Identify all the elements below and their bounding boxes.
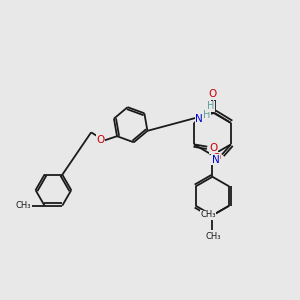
Text: CH₃: CH₃	[205, 232, 221, 241]
Text: O: O	[208, 89, 217, 99]
Text: N: N	[212, 154, 219, 164]
Text: O: O	[209, 143, 217, 153]
Text: CH₃: CH₃	[16, 201, 32, 210]
Text: H: H	[203, 110, 210, 120]
Text: N: N	[195, 114, 203, 124]
Text: O: O	[212, 153, 221, 163]
Text: H: H	[207, 101, 214, 111]
Text: CH₃: CH₃	[200, 210, 216, 219]
Text: O: O	[97, 135, 105, 145]
